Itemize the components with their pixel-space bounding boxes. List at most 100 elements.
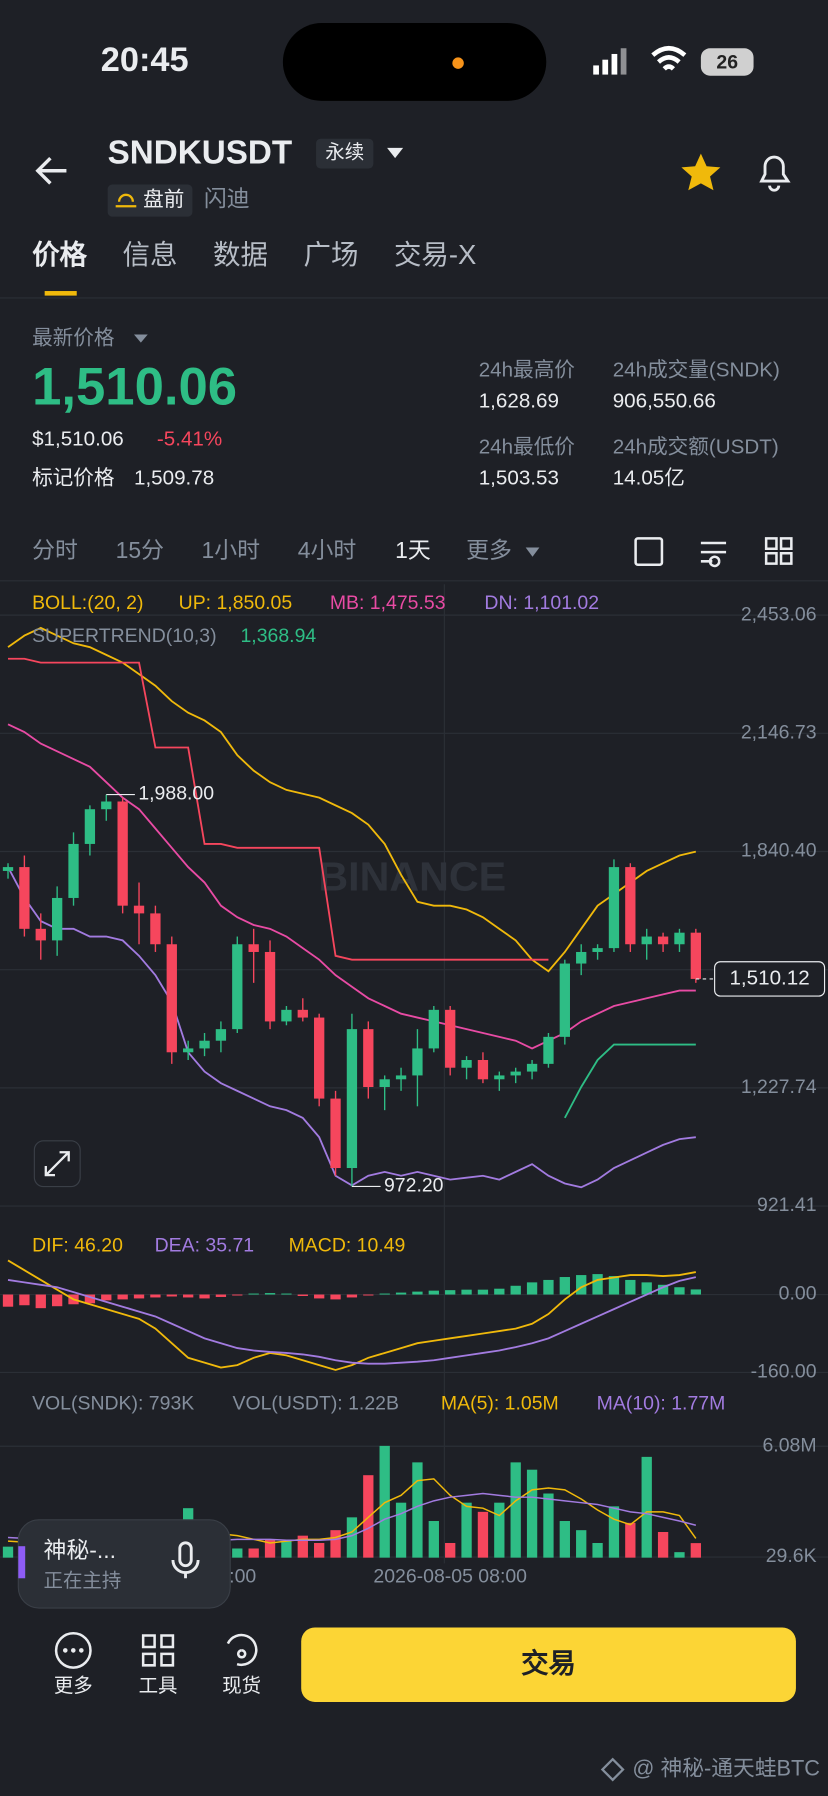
candle-body [526,1063,538,1072]
macd-bar [264,1293,276,1295]
candle-body [68,843,79,898]
candle-body [199,1040,210,1049]
macd-bar [395,1292,407,1295]
candle-body [363,1029,374,1088]
footer-logo [600,1757,625,1782]
macd-bar [346,1294,358,1298]
nav-label[interactable]: 更多 [54,1675,93,1697]
macd-bar [461,1289,472,1295]
macd-bar [543,1279,554,1295]
signal-icon [593,48,627,75]
interval[interactable]: 分时 [32,537,78,563]
alert-bell[interactable] [759,155,791,192]
stat-label: 24h成交额(USDT) [613,435,779,458]
tab[interactable]: 数据 [213,239,268,270]
candle-body [264,951,276,1022]
settings-icon[interactable] [700,541,727,568]
volume-bar [641,1456,652,1558]
y-tick-label: 2,146.73 [741,721,817,743]
volume-bar [2,1546,14,1558]
back-button[interactable] [35,156,67,185]
macd-bar [657,1284,669,1295]
stat-label: 24h成交量(SNDK) [613,359,780,382]
tab[interactable]: 交易-X [394,239,476,270]
tab[interactable]: 信息 [123,239,178,270]
expand-button[interactable] [33,1140,81,1188]
annotation: 1,988.00 [138,783,214,805]
candle-body [232,944,243,1030]
macd-bar [690,1289,701,1295]
macd-bar [559,1277,570,1295]
candle-body [150,913,161,945]
stat-label: 24h最高价 [479,359,575,382]
volume-bar [445,1542,456,1558]
volume-bar [494,1502,505,1558]
expand-icon [44,1151,70,1177]
favorite[interactable] [681,153,721,191]
candle-body [608,867,620,949]
fullscreen-icon[interactable] [634,537,664,566]
candle-body [248,944,259,952]
volume-bar [281,1541,292,1558]
symbol-dropdown[interactable] [387,147,404,159]
spot-icon[interactable] [226,1633,258,1666]
tools-icon[interactable] [141,1634,175,1667]
macd-bar [281,1293,292,1295]
volume-bar [576,1530,587,1558]
badge: 永续 [325,142,364,164]
legend-entry: DEA: 35.71 [155,1234,254,1256]
macd-bar [232,1294,243,1296]
volume-bar [330,1530,341,1558]
trade-label[interactable]: 交易 [521,1648,576,1679]
candle-body [674,932,685,945]
candle-body [395,1075,407,1080]
mark-label: 标记价格 [32,466,115,489]
interval[interactable]: 15分 [116,537,164,563]
stat-value: 906,550.66 [613,390,716,413]
volume-bar [477,1511,489,1558]
interval[interactable]: 1小时 [202,537,261,563]
nav-label[interactable]: 现货 [222,1675,261,1697]
legend-entry: MA(10): 1.77M [597,1392,726,1414]
volume-bar [412,1462,423,1558]
legend-entry: DN: 1,101.02 [484,592,599,614]
price-dropdown[interactable] [133,334,148,343]
candle-body [346,1029,358,1169]
annotation: 972.20 [384,1175,444,1197]
candle-body [412,1048,423,1076]
last-price: 1,510.06 [32,358,237,417]
candle-body [84,809,96,844]
volume-bar [674,1552,685,1558]
macd-bar [84,1294,96,1304]
nav-label[interactable]: 工具 [139,1675,178,1697]
macd-bar [576,1275,587,1295]
tab[interactable]: 广场 [303,239,358,270]
legend-entry: MA(5): 1.05M [441,1392,559,1414]
interval[interactable]: 更多 [466,537,512,563]
interval[interactable]: 4小时 [298,537,357,563]
supertrend-value: 1,368.94 [240,625,316,647]
macd-bar [592,1274,603,1295]
indicator-line [7,1276,697,1365]
volume-bar [690,1543,701,1558]
volume-bar [625,1522,636,1558]
battery-level: 26 [716,51,738,73]
more-icon[interactable] [54,1631,92,1669]
macd-bar [297,1294,308,1296]
interval[interactable]: 1天 [395,537,431,563]
mic-icon[interactable] [171,1541,200,1579]
more-dropdown[interactable] [525,547,540,557]
tab[interactable]: 价格 [32,239,87,270]
session: 盘前 [143,188,184,211]
trade-button[interactable] [301,1627,796,1702]
change: -5.41% [157,427,222,450]
layout-icon[interactable] [764,537,793,565]
clock: 20:45 [101,41,189,79]
indicator-label: BOLL:(20, 2) [32,592,143,614]
macd-bar [199,1294,210,1299]
battery [700,48,754,76]
y-tick-label: 1,227.74 [741,1076,817,1098]
volume-bar [314,1542,325,1558]
macd-bar [641,1282,652,1295]
